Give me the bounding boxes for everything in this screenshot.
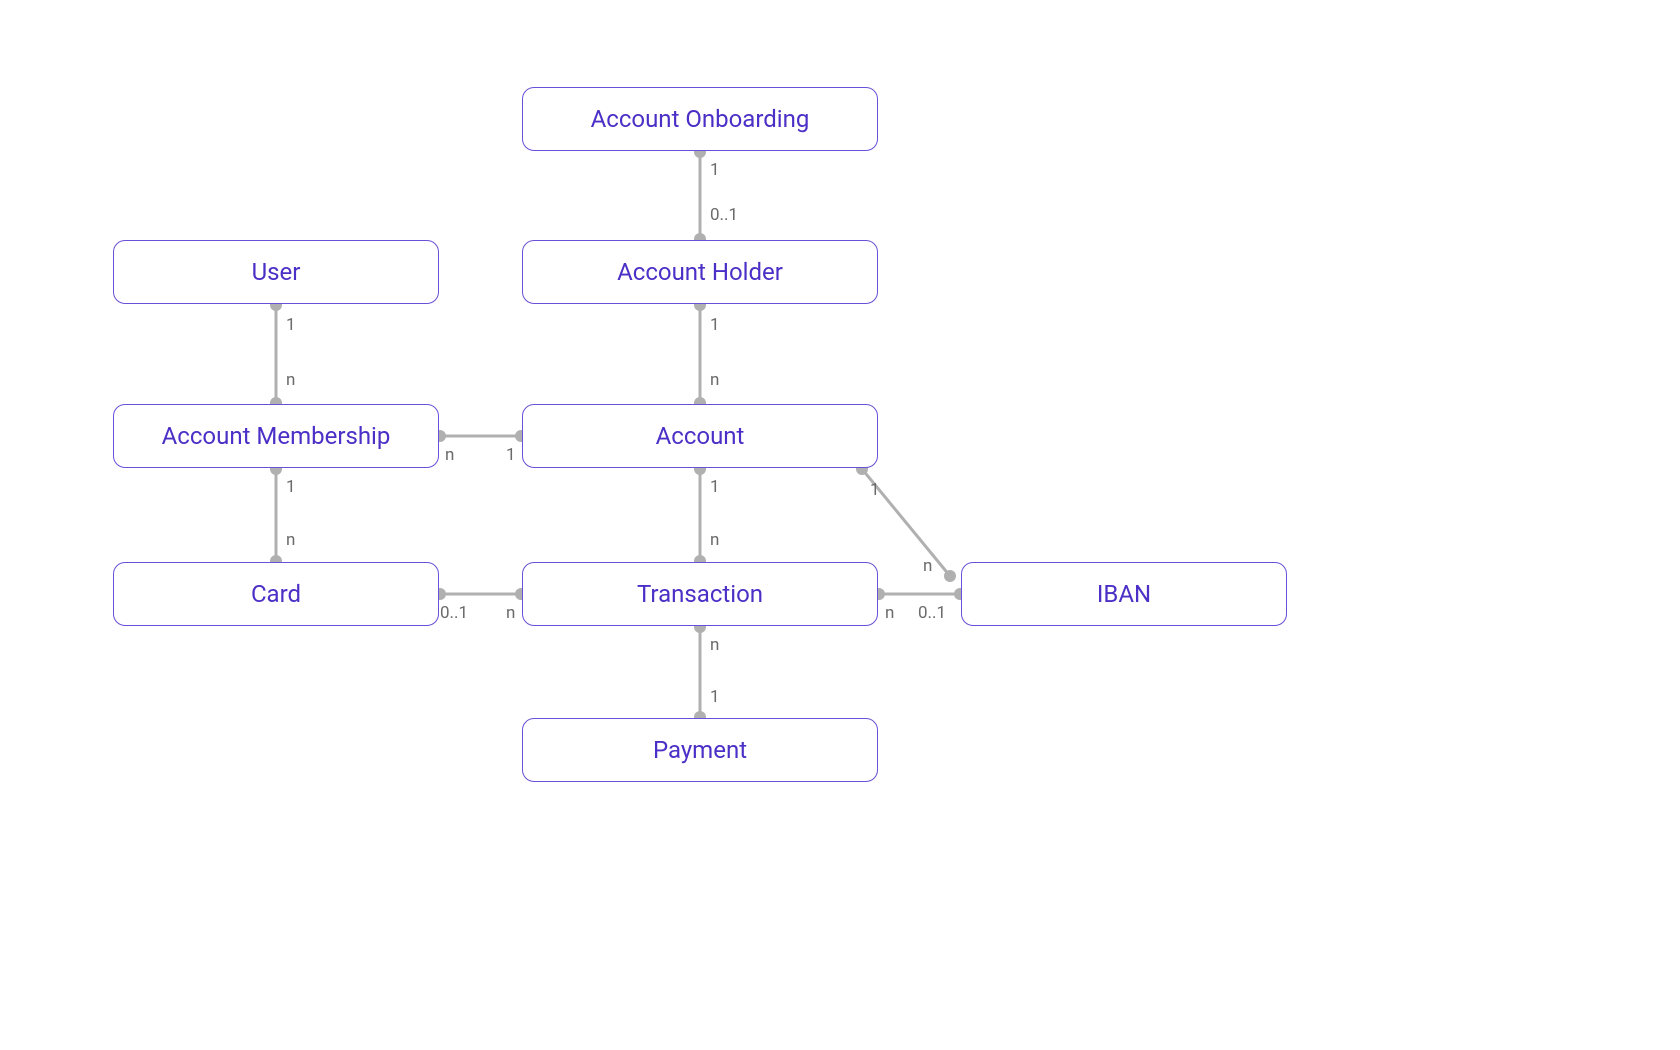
cardinality-label: 1: [710, 687, 720, 707]
entity-membership: Account Membership: [113, 404, 439, 468]
cardinality-label: 1: [710, 315, 720, 335]
entity-user: User: [113, 240, 439, 304]
entity-label: Account Holder: [617, 258, 783, 286]
cardinality-label: 0..1: [918, 603, 946, 623]
entity-label: Payment: [653, 736, 747, 764]
entity-label: IBAN: [1097, 580, 1151, 608]
er-diagram: 1 0..1 1 n 1 n n 1 1 n 1 n 0..1 n n 0..1 1 n n 1 Account Onb…: [0, 0, 1680, 1050]
cardinality-label: 1: [286, 315, 296, 335]
entity-iban: IBAN: [961, 562, 1287, 626]
entity-label: Account Onboarding: [591, 105, 810, 133]
entity-label: Card: [251, 580, 301, 608]
cardinality-label: 1: [506, 445, 516, 465]
entity-label: Transaction: [637, 580, 763, 608]
cardinality-label: 1: [710, 160, 720, 180]
cardinality-label: n: [885, 603, 894, 623]
cardinality-label: 1: [870, 480, 880, 500]
cardinality-label: 0..1: [710, 205, 738, 225]
cardinality-label: n: [286, 370, 295, 390]
cardinality-label: n: [923, 556, 932, 576]
edges-layer: [0, 0, 1680, 1050]
entity-label: Account: [656, 422, 745, 450]
cardinality-label: n: [710, 370, 719, 390]
entity-account: Account: [522, 404, 878, 468]
entity-transaction: Transaction: [522, 562, 878, 626]
cardinality-label: 0..1: [440, 603, 468, 623]
cardinality-label: n: [445, 445, 454, 465]
cardinality-label: 1: [286, 477, 296, 497]
cardinality-label: n: [286, 530, 295, 550]
cardinality-label: n: [506, 603, 515, 623]
cardinality-label: 1: [710, 477, 720, 497]
entity-onboarding: Account Onboarding: [522, 87, 878, 151]
cardinality-label: n: [710, 530, 719, 550]
entity-card: Card: [113, 562, 439, 626]
entity-label: User: [252, 258, 301, 286]
entity-payment: Payment: [522, 718, 878, 782]
entity-label: Account Membership: [162, 422, 391, 450]
entity-holder: Account Holder: [522, 240, 878, 304]
cardinality-label: n: [710, 635, 719, 655]
